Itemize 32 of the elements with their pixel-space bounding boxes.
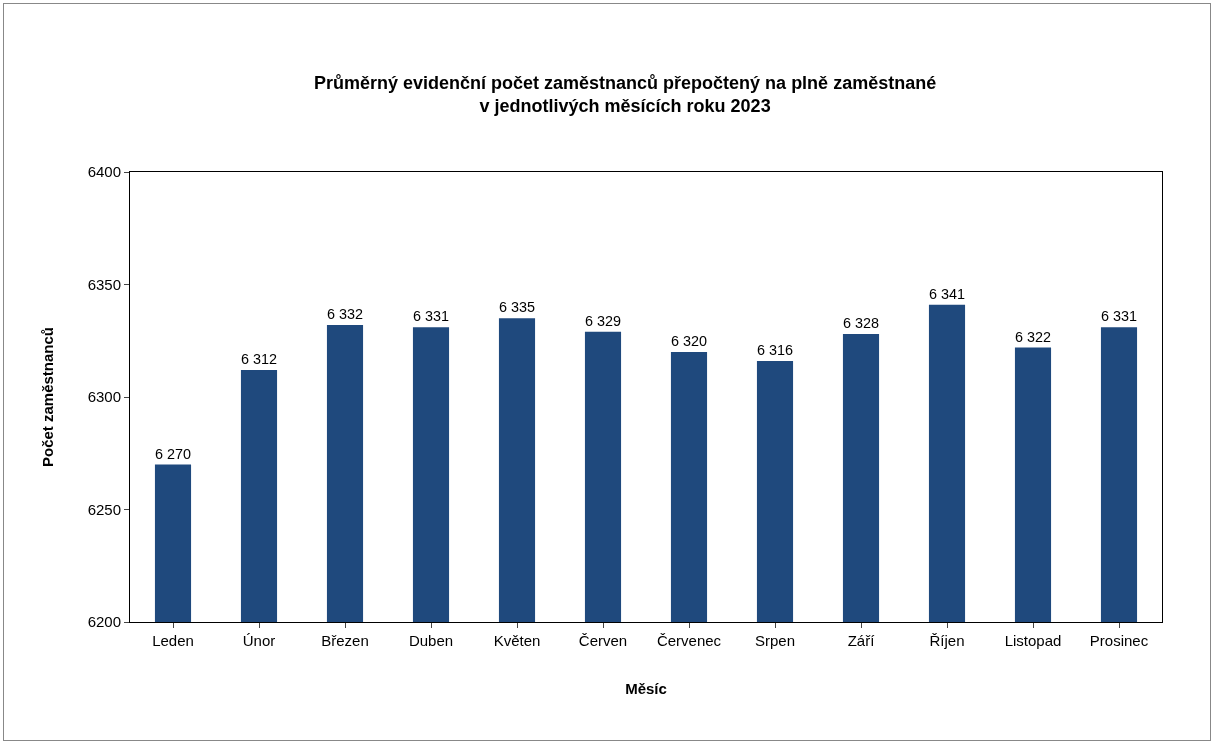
x-tick-label: Červen [578, 632, 628, 649]
x-tick-label: Srpen [754, 632, 796, 649]
data-label: 6 331 [1100, 308, 1138, 325]
data-label: 6 341 [928, 285, 966, 302]
x-tick-label: Leden [152, 632, 194, 649]
data-label: 6 329 [584, 312, 622, 329]
data-label: 6 335 [498, 299, 536, 316]
data-label: 6 312 [240, 351, 278, 368]
x-tick-label: Září [847, 632, 876, 649]
x-tick-label: Říjen [929, 632, 965, 649]
data-label: 6 331 [412, 308, 450, 325]
data-label: 6 270 [154, 445, 192, 462]
data-label: 6 316 [756, 342, 794, 359]
data-label: 6 328 [842, 315, 880, 332]
y-tick-label: 6350 [87, 275, 121, 293]
y-tick-label: 6300 [87, 388, 121, 406]
x-axis-title: Měsíc [625, 680, 667, 697]
y-tick-label: 6250 [87, 500, 121, 518]
x-tick-label: Květen [493, 632, 541, 649]
x-tick-label: Prosinec [1089, 632, 1149, 649]
x-tick-label: Duben [408, 632, 454, 649]
y-axis-title: Počet zaměstnanců [38, 326, 56, 468]
chart-title: Průměrný evidenční počet zaměstnanců přepočtený na plně zaměstnané v jednotlivých měsících roku 2023 [314, 72, 937, 117]
data-label: 6 322 [1014, 328, 1052, 345]
x-tick-label: Březen [321, 632, 369, 649]
data-label: 6 332 [326, 306, 364, 323]
y-tick-label: 6400 [87, 163, 121, 181]
y-tick-label: 6200 [87, 613, 121, 631]
data-label: 6 320 [670, 333, 708, 350]
x-tick-label: Listopad [1004, 632, 1062, 649]
x-tick-label: Červenec [656, 632, 722, 649]
x-tick-label: Únor [242, 632, 276, 649]
